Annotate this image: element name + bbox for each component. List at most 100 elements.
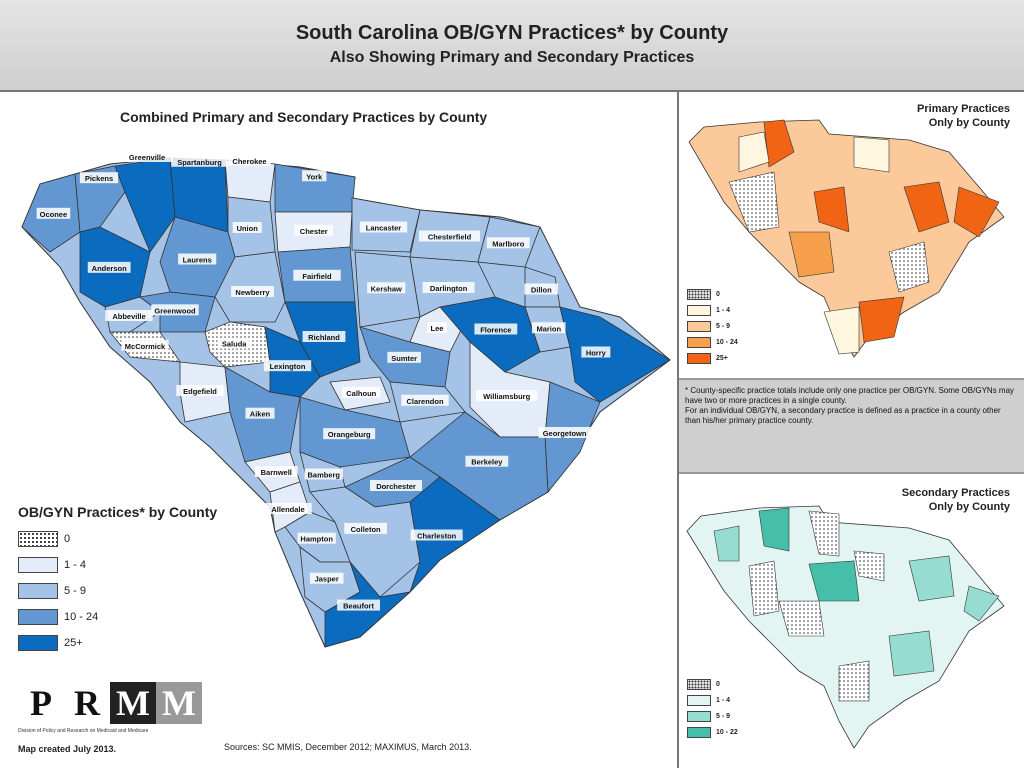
county-cherokee <box>224 159 276 203</box>
county-label-lee: Lee <box>431 324 444 333</box>
main-legend-swatch <box>18 609 58 625</box>
primary-legend-swatch <box>687 304 711 316</box>
page-subtitle: Also Showing Primary and Secondary Pract… <box>329 49 695 66</box>
county-label-york: York <box>306 172 323 181</box>
primary-legend-swatch <box>687 320 711 332</box>
county-label-beaufort: Beaufort <box>343 602 374 611</box>
county-label-florence: Florence <box>480 326 511 335</box>
county-label-dorchester: Dorchester <box>376 482 416 491</box>
county-label-kershaw: Kershaw <box>371 284 402 293</box>
county-label-bg-abbeville <box>105 310 153 321</box>
county-label-georgetown: Georgetown <box>543 429 587 438</box>
main-legend-label: 1 - 4 <box>64 559 87 571</box>
primary-legend-swatch <box>687 288 711 300</box>
county-label-bg-lee <box>427 322 447 333</box>
main-legend-swatch <box>18 531 58 547</box>
main-map-title: Combined Primary and Secondary Practices… <box>120 109 488 125</box>
county-label-dillon: Dillon <box>531 286 552 295</box>
logo-subtitle: Division of Policy and Research on Medic… <box>18 728 149 734</box>
county-label-bg-hampton <box>297 532 336 544</box>
secondary-legend-swatch <box>687 710 711 722</box>
county-label-greenville: Greenville <box>129 153 165 162</box>
secondary-practices-panel: Secondary Practices Only by County 0 1 - … <box>679 476 1024 768</box>
county-label-bg-chesterfield <box>418 230 481 242</box>
main-legend-title: OB/GYN Practices* by County <box>18 504 218 520</box>
main-legend-item: 10 - 24 <box>18 604 217 630</box>
primary-legend-swatch <box>687 336 711 348</box>
county-label-jasper: Jasper <box>315 575 339 584</box>
logo-letter-r: R <box>64 682 110 724</box>
county-label-bg-york <box>302 170 327 182</box>
main-legend-label: 25+ <box>64 637 83 649</box>
primary-title-line1: Primary Practices <box>917 103 1010 115</box>
main-legend-item: 0 <box>18 526 217 552</box>
county-label-bg-newberry <box>231 286 274 297</box>
secondary-mini-map <box>686 505 1005 749</box>
county-label-bg-pickens <box>79 172 119 184</box>
main-map-panel: Combined Primary and Secondary Practices… <box>0 92 679 768</box>
county-label-cherokee: Cherokee <box>232 157 266 166</box>
county-label-bg-allendale <box>264 503 312 514</box>
page-title: South Carolina OB/GYN Practices* by Coun… <box>295 22 729 44</box>
secondary-legend-swatch <box>687 694 711 706</box>
county-label-bg-dillon <box>524 283 559 295</box>
county-label-clarendon: Clarendon <box>406 397 444 406</box>
county-label-pickens: Pickens <box>85 174 113 183</box>
county-label-bg-union <box>232 222 262 233</box>
footnote-line2: For an individual OB/GYN, a secondary pr… <box>685 406 1001 425</box>
county-label-lancaster: Lancaster <box>366 224 402 233</box>
county-label-bg-greenwood <box>151 304 199 316</box>
county-label-bg-marlboro <box>486 237 530 249</box>
county-label-bg-beaufort <box>337 599 380 611</box>
county-label-spartanburg: Spartanburg <box>177 158 222 167</box>
county-label-bg-barnwell <box>254 466 298 477</box>
primary-legend-label: 5 - 9 <box>716 322 731 330</box>
county-label-bg-charleston <box>410 529 463 541</box>
county-label-allendale: Allendale <box>271 505 304 514</box>
county-label-bg-richland <box>302 331 346 342</box>
county-label-laurens: Laurens <box>183 256 212 265</box>
county-label-bg-edgefield <box>176 385 224 396</box>
main-legend-label: 5 - 9 <box>64 585 87 597</box>
county-label-barnwell: Barnwell <box>261 468 292 477</box>
main-legend-swatch <box>18 635 58 651</box>
county-label-union: Union <box>237 224 259 233</box>
county-label-fairfield: Fairfield <box>302 272 332 281</box>
secondary-legend-label: 10 - 22 <box>716 728 738 736</box>
county-label-horry: Horry <box>586 349 607 358</box>
secondary-legend-label: 0 <box>716 680 720 688</box>
county-label-bg-laurens <box>178 253 217 265</box>
primary-legend-item: 0 <box>687 286 738 302</box>
secondary-legend-item: 10 - 22 <box>687 724 738 740</box>
logo-letter-m2: M <box>156 682 202 724</box>
county-label-bg-georgetown <box>538 427 591 438</box>
primary-legend-item: 10 - 24 <box>687 334 738 350</box>
county-label-bg-sumter <box>387 351 421 363</box>
county-label-edgefield: Edgefield <box>183 387 217 396</box>
county-label-bg-kershaw <box>367 282 406 294</box>
county-label-berkeley: Berkeley <box>471 458 503 467</box>
primary-legend-item: 1 - 4 <box>687 302 738 318</box>
county-label-greenwood: Greenwood <box>154 306 196 315</box>
secondary-title-line2: Only by County <box>928 501 1010 513</box>
secondary-legend-swatch <box>687 726 711 738</box>
main-legend-item: 25+ <box>18 630 217 656</box>
county-label-bg-jasper <box>309 572 344 584</box>
county-label-oconee: Oconee <box>40 210 68 219</box>
county-label-bg-calhoun <box>342 386 381 398</box>
county-label-bg-saluda <box>217 337 251 349</box>
header: South Carolina OB/GYN Practices* by Coun… <box>0 0 1024 92</box>
county-label-bg-fairfield <box>293 269 341 281</box>
county-label-bg-lancaster <box>359 221 408 233</box>
county-label-hampton: Hampton <box>300 535 333 544</box>
secondary-legend-item: 1 - 4 <box>687 692 738 708</box>
secondary-legend-label: 5 - 9 <box>716 712 731 720</box>
footnote-line1: * County-specific practice totals includ… <box>685 386 1015 405</box>
main-legend-item: 1 - 4 <box>18 552 217 578</box>
county-label-marion: Marion <box>536 324 561 333</box>
secondary-legend-swatch <box>687 678 711 690</box>
county-label-mccormick: McCormick <box>125 342 166 351</box>
county-label-richland: Richland <box>308 333 340 342</box>
county-label-marlboro: Marlboro <box>492 239 525 248</box>
county-label-bg-chester <box>294 224 333 236</box>
